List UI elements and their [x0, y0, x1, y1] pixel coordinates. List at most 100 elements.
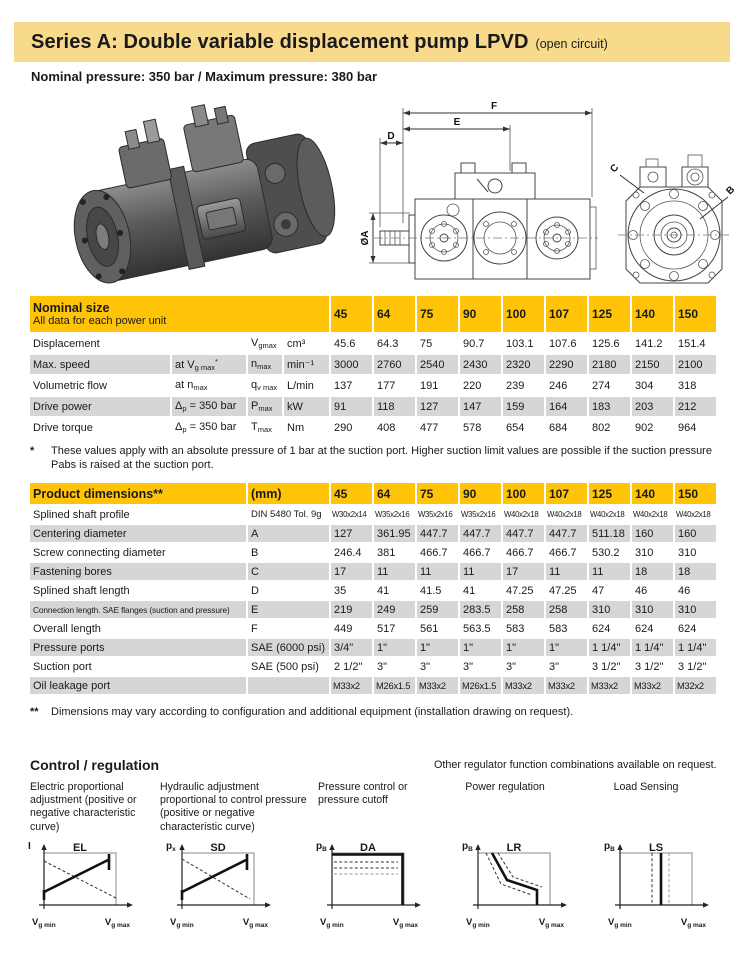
value-cell: 2180 [589, 353, 632, 374]
nominal-size-table: Nominal size All data for each power uni… [30, 296, 718, 437]
row-label-cell: Drive power [30, 395, 172, 416]
graph-da-xmax: Vg max [392, 917, 418, 929]
value-cell: 1" [503, 637, 546, 656]
row-label-cell: Fastening bores [30, 561, 248, 580]
value-cell: 449 [331, 618, 374, 637]
value-cell: 239 [503, 374, 546, 395]
graph-lr-xmax: Vg max [538, 917, 564, 929]
row-label-cell: Connection length. SAE flanges (suction … [30, 599, 248, 618]
table-row: Drive torque Δp = 350 bar Tmax Nm 290 408 477 5… [30, 416, 718, 437]
graph-ls-plot [615, 844, 709, 909]
value-cell: 447.7 [417, 523, 460, 542]
size-column-header: 125 [589, 296, 632, 332]
table-row: Pressure ports SAE (6000 psi) 3/4" 1" 1" 1" 1"… [30, 637, 718, 656]
value-cell: 3" [546, 656, 589, 675]
graph-da-plot [327, 844, 421, 909]
value-cell: 18 [675, 561, 718, 580]
row-label-cell: Displacement [30, 332, 172, 353]
control-col-el: Electric proportional adjustment (positi… [28, 781, 160, 931]
graph-sd-title: SD [210, 842, 226, 854]
size-column-header: 100 [503, 296, 546, 332]
value-cell: 246.4 [331, 542, 374, 561]
value-cell: 2150 [632, 353, 675, 374]
nominal-table-header-row: Nominal size All data for each power uni… [30, 296, 718, 332]
row-label-cell: Pressure ports [30, 637, 248, 656]
value-cell: 318 [675, 374, 718, 395]
value-cell: 127 [417, 395, 460, 416]
value-cell: 11 [589, 561, 632, 580]
graph-sd-ylabel: px [166, 841, 176, 853]
graph-el: I EL Vg min Vg max [28, 841, 138, 931]
value-cell: 17 [503, 561, 546, 580]
value-cell: 47 [589, 580, 632, 599]
value-cell: 447.7 [546, 523, 589, 542]
size-column-header: 64 [374, 296, 417, 332]
value-cell: 530.2 [589, 542, 632, 561]
footnote-text: These values apply with an absolute pres… [51, 445, 712, 472]
graph-sd: px SD Vg min Vg max [166, 841, 276, 931]
value-cell: 310 [632, 599, 675, 618]
value-cell: 2540 [417, 353, 460, 374]
value-cell: M33x2 [503, 675, 546, 694]
row-label-cell: Vgmax [248, 332, 284, 353]
row-label-cell [248, 675, 331, 694]
value-cell: 75 [417, 332, 460, 353]
size-column-header: 75 [417, 483, 460, 504]
value-cell: M33x2 [417, 675, 460, 694]
dim-label-f: F [491, 101, 497, 112]
size-column-header: 45 [331, 483, 374, 504]
value-cell: 141.2 [632, 332, 675, 353]
size-column-header: 150 [675, 483, 718, 504]
value-cell: 3" [460, 656, 503, 675]
value-cell: 3 1/2" [632, 656, 675, 675]
value-cell: W40x2x18 [632, 504, 675, 523]
value-cell: 563.5 [460, 618, 503, 637]
value-cell: 1" [460, 637, 503, 656]
value-cell: M32x2 [675, 675, 718, 694]
control-desc-lr: Power regulation [465, 781, 545, 793]
nominal-table-title: Nominal size [33, 301, 110, 315]
row-label-cell: B [248, 542, 331, 561]
graph-el-xmax: Vg max [104, 917, 130, 929]
row-label-cell: Suction port [30, 656, 248, 675]
row-label-cell: E [248, 599, 331, 618]
value-cell: 2430 [460, 353, 503, 374]
value-cell: 220 [460, 374, 503, 395]
row-label-cell: at nmax [172, 374, 248, 395]
title-banner: Series A: Double variable displacement p… [14, 22, 730, 62]
value-cell: 466.7 [460, 542, 503, 561]
control-desc-sd: Hydraulic adjustment proportional to con… [160, 781, 307, 833]
row-label-cell: Pmax [248, 395, 284, 416]
value-cell: 583 [546, 618, 589, 637]
value-cell: 64.3 [374, 332, 417, 353]
graph-da-xmin: Vg min [320, 917, 344, 929]
row-label-cell [172, 332, 248, 353]
value-cell: 259 [417, 599, 460, 618]
value-cell: 47.25 [503, 580, 546, 599]
graph-ls-xmin: Vg min [608, 917, 632, 929]
graph-el-ylabel: I [28, 841, 31, 852]
value-cell: 219 [331, 599, 374, 618]
value-cell: 447.7 [460, 523, 503, 542]
dimensions-table-header-row: Product dimensions** (mm) 45 64 75 90 100 107… [30, 483, 718, 504]
row-label-cell: A [248, 523, 331, 542]
table-row: Fastening bores C 17 11 11 11 17 11 11 18 18 [30, 561, 718, 580]
value-cell: 447.7 [503, 523, 546, 542]
value-cell: 18 [632, 561, 675, 580]
value-cell: M33x2 [632, 675, 675, 694]
row-label-cell: qv max [248, 374, 284, 395]
value-cell: M26x1.5 [374, 675, 417, 694]
row-label-cell: C [248, 561, 331, 580]
footnote-marker: * [30, 445, 35, 457]
value-cell: 160 [632, 523, 675, 542]
table-row: Volumetric flow at nmax qv max L/min 137 177 1… [30, 374, 718, 395]
footnote-text: Dimensions may vary according to configu… [51, 706, 574, 718]
elevation-drawing: F E D ØA [360, 101, 598, 280]
table-row: Suction port SAE (500 psi) 2 1/2" 3" 3" 3" 3" 3… [30, 656, 718, 675]
pressure-subtitle: Nominal pressure: 350 bar / Maximum pres… [31, 69, 378, 84]
graph-da: pB DA Vg min Vg max [316, 841, 426, 931]
value-cell: 310 [632, 542, 675, 561]
control-desc-ls: Load Sensing [613, 781, 679, 793]
value-cell: 3" [374, 656, 417, 675]
value-cell: 90.7 [460, 332, 503, 353]
